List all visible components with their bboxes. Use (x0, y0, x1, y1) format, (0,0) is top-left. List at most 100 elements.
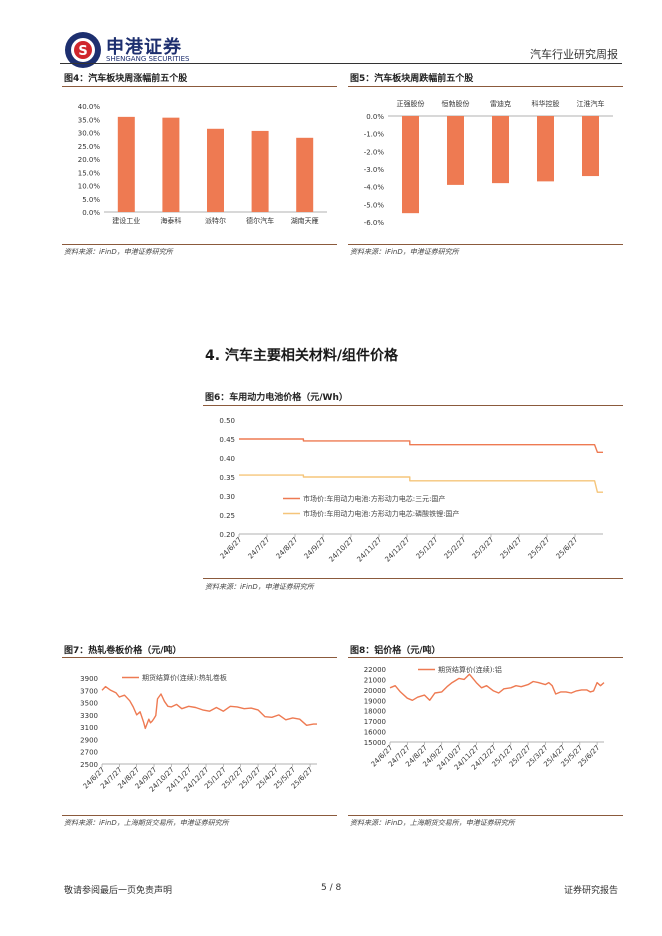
bar (251, 130, 269, 212)
figure6-source: 资料来源：iFinD，申港证券研究所 (205, 583, 314, 591)
figure5-chart: 0.0% -1.0% -2.0% -3.0% -4.0% -5.0% -6.0% 正强股份 恒勃… (364, 99, 613, 227)
category-label: 建设工业 (112, 216, 140, 225)
series-line (239, 438, 603, 453)
footer-doc-type: 证券研究报告 (563, 886, 618, 896)
bar (296, 137, 314, 212)
figure7-top-rule (62, 657, 337, 658)
x-tick-label: 24/7/27 (247, 536, 272, 561)
y-tick-label: -2.0% (364, 148, 385, 156)
y-tick-label: 17000 (364, 718, 386, 726)
figure6-title: 图6：车用动力电池价格（元/Wh） (205, 393, 348, 403)
header-divider (60, 63, 622, 64)
x-tick-label: 25/4/27 (499, 536, 524, 561)
report-type: 汽车行业研究周报 (530, 48, 618, 61)
y-tick-label: 5.0% (82, 196, 100, 204)
figure4-bottom-rule (62, 244, 337, 245)
figure8-source: 资料来源：iFinD，上海期货交易所，申港证券研究所 (350, 819, 515, 827)
series-line (389, 673, 605, 701)
figure8-bottom-rule (348, 815, 623, 816)
category-label: 科华控股 (532, 99, 560, 108)
category-label: 正强股份 (397, 99, 425, 108)
y-tick-label: 0.30 (219, 493, 235, 501)
y-tick-label: 18000 (364, 708, 386, 716)
series-line (101, 685, 317, 730)
bar (447, 116, 464, 185)
y-tick-label: 19000 (364, 697, 386, 705)
y-tick-label: -4.0% (364, 184, 385, 192)
bar (492, 116, 509, 184)
y-tick-label: 22000 (364, 666, 386, 674)
y-tick-label: 2700 (80, 749, 98, 757)
figure8-top-rule (348, 657, 623, 658)
y-tick-label: 20.0% (78, 156, 101, 164)
y-tick-label: 3500 (80, 700, 98, 708)
figure6-top-rule (203, 405, 623, 406)
figure8-chart: 15000 16000 17000 18000 19000 20000 21000 22000… (364, 665, 605, 772)
bar (162, 117, 180, 212)
page-number: 5 / 8 (321, 883, 342, 893)
y-tick-label: 2900 (80, 736, 98, 744)
category-label: 江淮汽车 (577, 99, 605, 108)
legend-label: 市场价:车用动力电池:方形动力电芯:三元:国产 (303, 494, 445, 503)
x-tick-label: 24/12/27 (384, 536, 412, 564)
y-tick-label: 0.0% (366, 113, 384, 121)
y-tick-label: 40.0% (78, 103, 101, 111)
bar (582, 116, 599, 177)
y-tick-label: 0.45 (219, 436, 235, 444)
y-tick-label: 0.35 (219, 474, 235, 482)
category-label: 德尔汽车 (246, 216, 274, 225)
figure4-title: 图4：汽车板块周涨幅前五个股 (64, 74, 188, 84)
category-label: 派特尔 (205, 216, 226, 225)
category-label: 恒勃股份 (442, 99, 470, 108)
y-tick-label: 0.0% (82, 209, 100, 217)
y-tick-label: 35.0% (78, 116, 101, 124)
bar (117, 116, 135, 212)
x-tick-label: 25/3/27 (471, 536, 496, 561)
figure7-chart: 2500270029003100330035003700390024/6/272… (80, 673, 317, 794)
y-tick-label: 3300 (80, 712, 98, 720)
figure5-title: 图5：汽车板块周跌幅前五个股 (350, 74, 474, 84)
category-label: 湖南天雁 (291, 216, 319, 225)
x-tick-label: 24/6/27 (219, 536, 244, 561)
x-tick-label: 24/8/27 (275, 536, 300, 561)
y-tick-label: 3700 (80, 687, 98, 695)
x-tick-label: 25/5/27 (527, 536, 552, 561)
y-tick-label: -5.0% (364, 201, 385, 209)
y-tick-label: 15000 (364, 739, 386, 747)
y-tick-label: 0.50 (219, 417, 235, 425)
x-tick-label: 24/9/27 (303, 536, 328, 561)
category-label: 雷迪克 (490, 99, 511, 108)
bar (207, 128, 224, 212)
figure5-top-rule (348, 86, 623, 87)
y-tick-label: 0.20 (219, 531, 235, 539)
figure4-source: 资料来源：iFinD，申港证券研究所 (64, 248, 173, 256)
y-tick-label: 16000 (364, 729, 386, 737)
figure4-top-rule (62, 86, 337, 87)
y-tick-label: 3900 (80, 675, 98, 683)
figure5-source: 资料来源：iFinD，申港证券研究所 (350, 248, 459, 256)
figure6-bottom-rule (203, 578, 623, 579)
legend-label: 期货结算价(连续):铝 (438, 665, 502, 674)
company-logo: S (65, 32, 101, 68)
bar (402, 116, 419, 214)
y-tick-label: 10.0% (78, 183, 101, 191)
footer-disclaimer: 敬请参阅最后一页免责声明 (64, 886, 173, 896)
figure7-source: 资料来源：iFinD，上海期货交易所，申港证券研究所 (64, 819, 229, 827)
y-tick-label: -1.0% (364, 131, 385, 139)
category-label: 海泰科 (160, 216, 181, 225)
figure6-chart: 0.20 0.25 0.30 0.35 0.40 0.45 0.50 24/6/27 24/7/… (219, 417, 603, 564)
x-tick-label: 24/11/27 (356, 536, 384, 564)
bar (537, 116, 554, 182)
legend-label: 市场价:车用动力电池:方形动力电芯:磷酸铁锂:国产 (303, 509, 459, 518)
y-tick-label: 2500 (80, 761, 98, 769)
x-tick-label: 25/2/27 (443, 536, 468, 561)
y-tick-label: 30.0% (78, 130, 101, 138)
y-tick-label: 3100 (80, 724, 98, 732)
figure5-bottom-rule (348, 244, 623, 245)
figure7-title: 图7：热轧卷板价格（元/吨） (64, 646, 182, 656)
x-tick-label: 24/10/27 (328, 536, 356, 564)
svg-text:S: S (78, 44, 87, 59)
x-tick-label: 25/1/27 (415, 536, 440, 561)
series-line (239, 474, 603, 493)
y-tick-label: 20000 (364, 687, 386, 695)
